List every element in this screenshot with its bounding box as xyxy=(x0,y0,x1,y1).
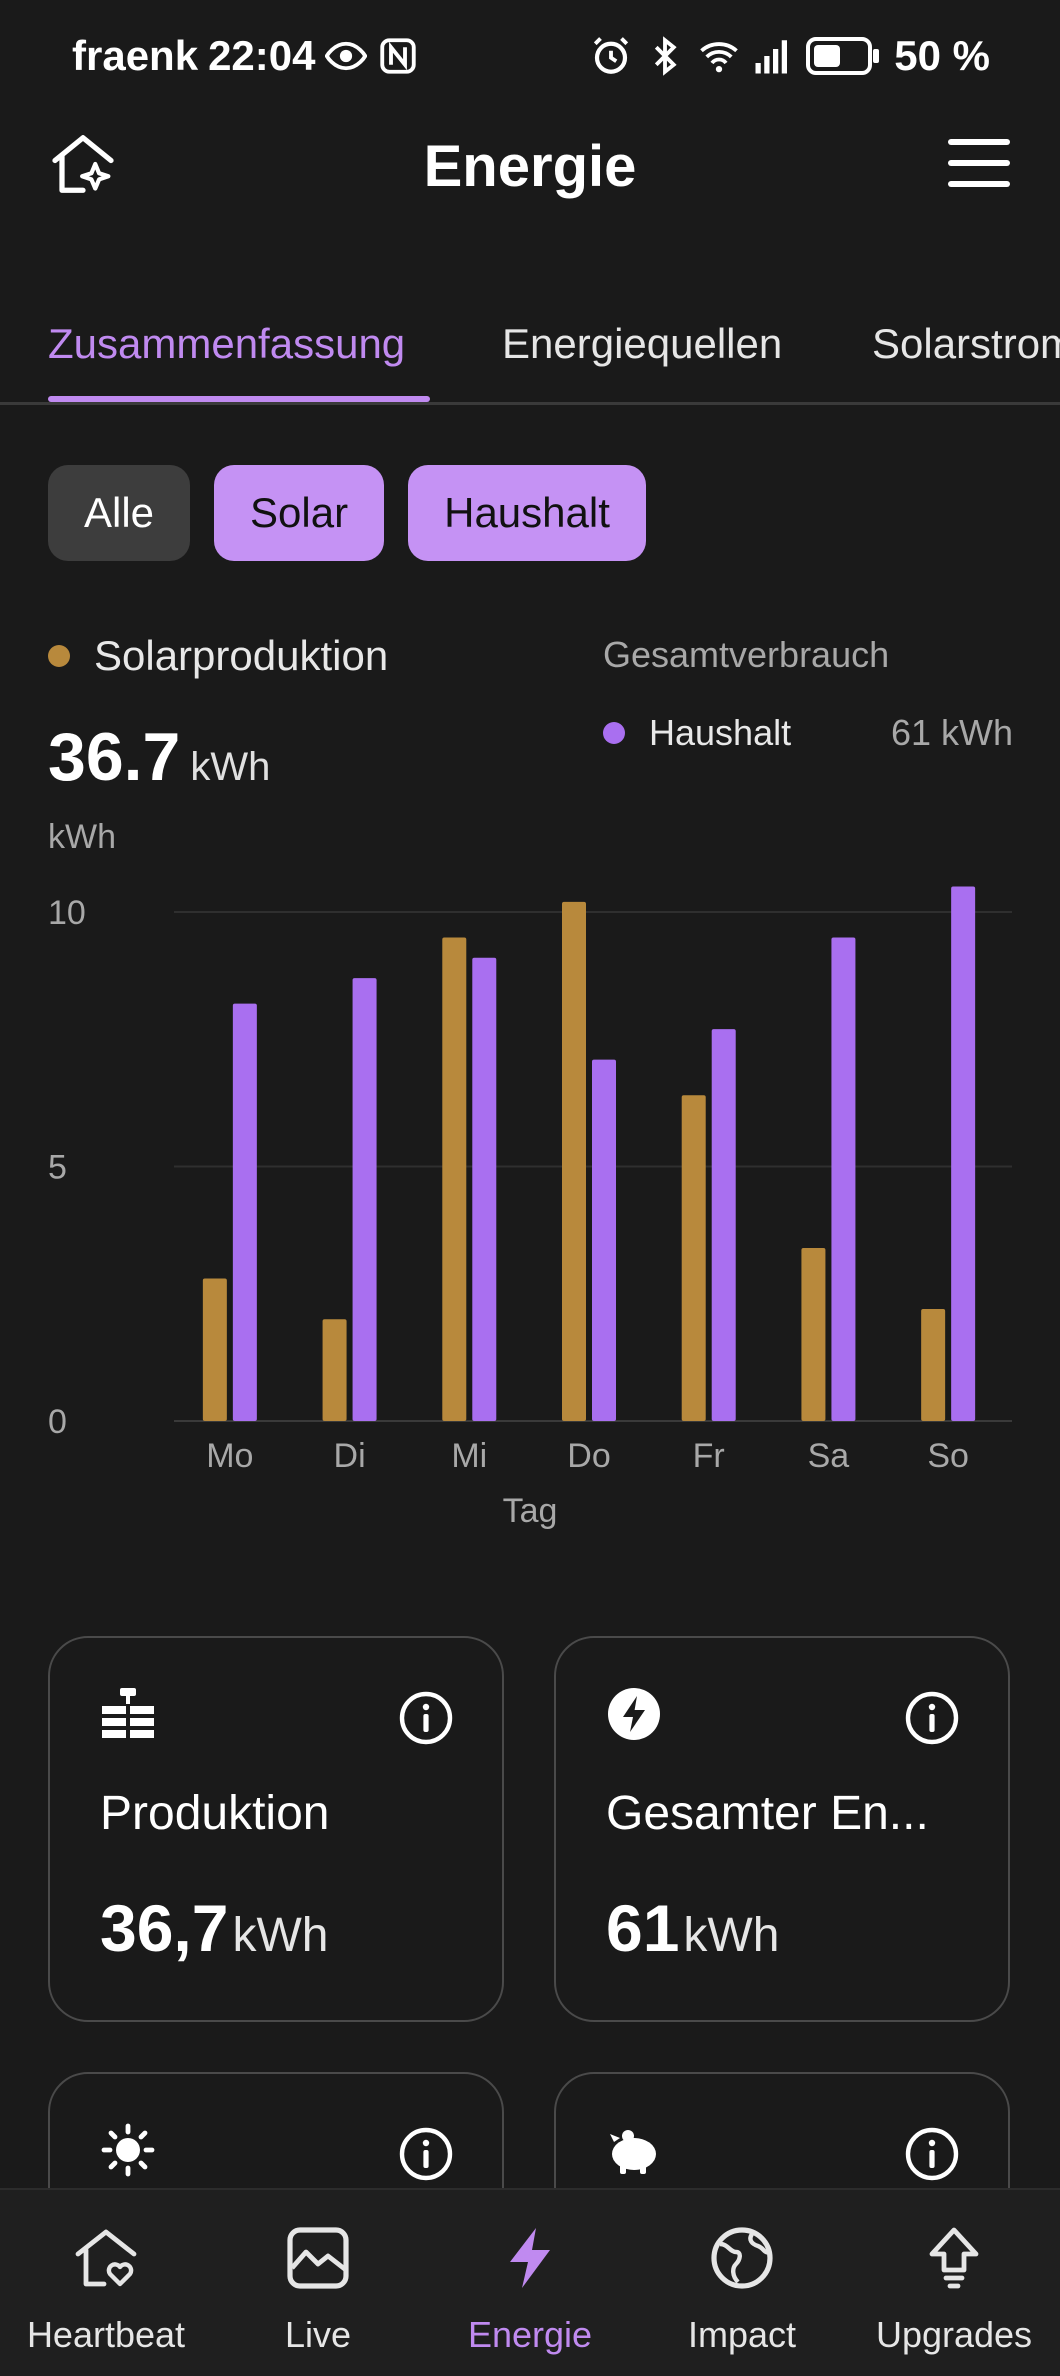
info-icon[interactable] xyxy=(398,1690,454,1746)
nav-energie[interactable]: Energie xyxy=(424,2190,636,2376)
hamburger-menu-icon[interactable] xyxy=(948,135,1010,191)
upgrade-arrow-icon xyxy=(929,2227,979,2289)
bar-solar[interactable] xyxy=(322,1319,347,1421)
status-bar: fraenk 22:04 50 % xyxy=(0,0,1060,115)
carrier-name: fraenk xyxy=(72,32,199,79)
nav-upgrades[interactable]: Upgrades xyxy=(848,2190,1060,2376)
y-tick-label: 5 xyxy=(48,1149,67,1187)
x-tick-label: Mi xyxy=(451,1437,487,1475)
chart-image-icon xyxy=(287,2227,349,2289)
bar-solar[interactable] xyxy=(442,937,467,1421)
solar-legend-label: Solarproduktion xyxy=(94,632,389,679)
legend-household: Haushalt 61 kWh xyxy=(603,712,1013,754)
clock: 22:04 xyxy=(208,32,316,79)
lightning-icon xyxy=(510,2228,550,2288)
card-gesamtverbrauch[interactable]: Gesamter En... 61kWh xyxy=(554,1636,1010,2022)
bottom-navigation: Heartbeat Live Energie Impact Upgrades xyxy=(0,2188,1060,2376)
nav-label: Energie xyxy=(467,2314,593,2355)
globe-icon xyxy=(711,2227,773,2289)
household-legend-value: 61 kWh xyxy=(890,712,1013,753)
filter-chip-solar[interactable]: Solar xyxy=(214,465,385,561)
card-value: 61kWh xyxy=(606,1890,779,1966)
bar-solar[interactable] xyxy=(801,1247,826,1421)
sun-icon xyxy=(101,2123,155,2177)
y-tick-label: 10 xyxy=(48,894,86,932)
x-tick-label: Mo xyxy=(206,1437,253,1475)
info-icon[interactable] xyxy=(904,2126,960,2182)
nfc-icon xyxy=(380,38,417,74)
solar-total-unit: kWh xyxy=(190,745,271,789)
household-legend-label: Haushalt xyxy=(649,712,792,753)
x-tick-label: So xyxy=(927,1437,969,1475)
bar-household[interactable] xyxy=(232,1003,257,1421)
bar-household[interactable] xyxy=(831,937,856,1421)
bar-solar[interactable] xyxy=(202,1278,227,1421)
nav-heartbeat[interactable]: Heartbeat xyxy=(0,2190,212,2376)
solar-legend-dot xyxy=(48,645,70,667)
bar-solar[interactable] xyxy=(681,1095,706,1421)
tab-solarstrom[interactable]: Solarstrom xyxy=(872,320,1060,367)
info-icon[interactable] xyxy=(398,2126,454,2182)
battery-icon xyxy=(806,37,880,75)
x-tick-label: Sa xyxy=(808,1437,850,1475)
alarm-icon xyxy=(594,37,629,74)
card-produktion[interactable]: Produktion 36,7kWh xyxy=(48,1636,504,2022)
legend-solar: Solarproduktion xyxy=(48,632,388,680)
nav-live[interactable]: Live xyxy=(212,2190,424,2376)
nav-impact[interactable]: Impact xyxy=(636,2190,848,2376)
bar-solar[interactable] xyxy=(921,1309,946,1421)
energy-bar-chart: kWh 10 5 0 Mo Di Mi Do Fr Sa So Tag xyxy=(48,820,1012,1530)
y-tick-label: 0 xyxy=(48,1403,67,1441)
y-axis-label: kWh xyxy=(48,820,116,856)
household-legend-dot xyxy=(603,722,625,744)
bar-household[interactable] xyxy=(711,1029,736,1421)
nav-label: Impact xyxy=(687,2314,797,2355)
x-tick-label: Fr xyxy=(693,1437,725,1475)
app-bar: Energie xyxy=(0,115,1060,225)
status-bar-right: 50 % xyxy=(590,32,990,80)
filter-chip-alle[interactable]: Alle xyxy=(48,465,191,561)
filter-chips: Alle Solar Haushalt xyxy=(48,465,646,561)
active-tab-indicator xyxy=(48,396,430,402)
card-unit: kWh xyxy=(232,1909,329,1962)
x-axis-label: Tag xyxy=(503,1492,558,1530)
page-title: Energie xyxy=(423,134,637,199)
smart-home-icon[interactable] xyxy=(48,129,118,199)
tab-zusammenfassung[interactable]: Zusammenfassung xyxy=(48,320,406,367)
card-number: 61 xyxy=(606,1891,680,1965)
status-bar-left: fraenk 22:04 xyxy=(72,32,419,80)
bluetooth-icon xyxy=(655,36,677,76)
signal-icon xyxy=(755,40,788,74)
card-title: Gesamter En... xyxy=(606,1787,929,1840)
battery-percent: 50 % xyxy=(894,32,990,79)
tab-bar: Zusammenfassung Energiequellen Solarstro… xyxy=(0,300,1060,405)
card-title: Produktion xyxy=(100,1787,330,1840)
x-tick-label: Di xyxy=(334,1437,366,1475)
bar-household[interactable] xyxy=(951,886,976,1421)
eye-icon xyxy=(325,41,368,71)
x-tick-label: Do xyxy=(567,1437,610,1475)
consumption-title: Gesamtverbrauch xyxy=(603,634,890,675)
piggy-bank-icon xyxy=(610,2130,656,2174)
wifi-icon xyxy=(700,42,739,73)
lightning-icon xyxy=(608,1688,660,1740)
solar-total-value: 36.7 xyxy=(48,719,181,795)
filter-chip-haushalt[interactable]: Haushalt xyxy=(408,465,646,561)
nav-label: Live xyxy=(284,2314,352,2355)
home-heart-icon xyxy=(75,2229,137,2287)
solar-panel-icon xyxy=(102,1688,154,1738)
info-icon[interactable] xyxy=(904,1690,960,1746)
card-value: 36,7kWh xyxy=(100,1890,328,1966)
bar-solar[interactable] xyxy=(562,901,586,1421)
bar-household[interactable] xyxy=(592,1059,616,1421)
nav-label: Heartbeat xyxy=(26,2314,186,2355)
card-number: 36,7 xyxy=(100,1891,229,1965)
solar-total: 36.7 kWh xyxy=(48,718,270,796)
nav-label: Upgrades xyxy=(875,2314,1033,2355)
card-unit: kWh xyxy=(683,1909,780,1962)
bar-household[interactable] xyxy=(472,957,497,1421)
bar-household[interactable] xyxy=(352,978,377,1421)
tab-energiequellen[interactable]: Energiequellen xyxy=(502,320,783,367)
